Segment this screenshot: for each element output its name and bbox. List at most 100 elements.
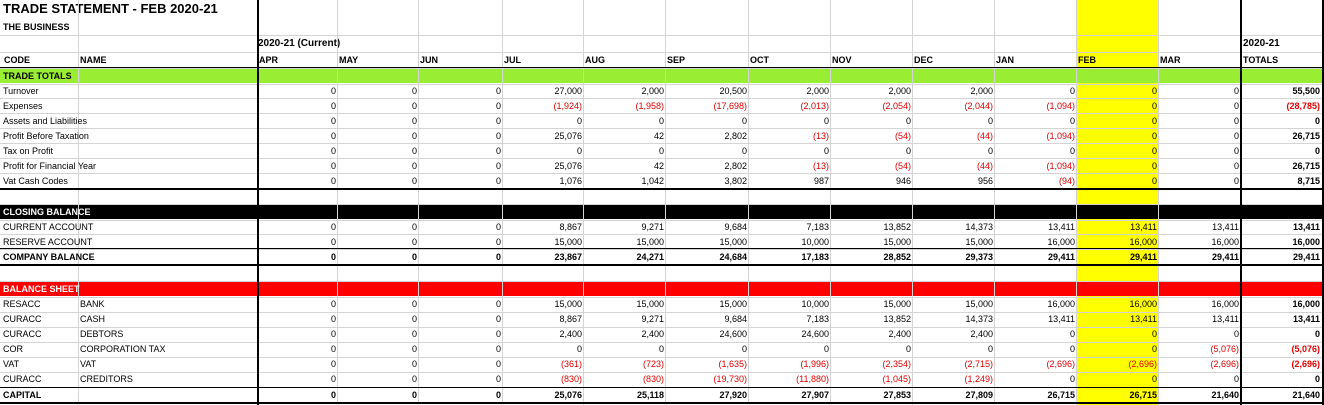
row-name: BANK <box>80 299 105 309</box>
month-header-dec: DEC <box>914 55 934 65</box>
cell-value: 42 <box>653 131 664 141</box>
cell-value: 0 <box>330 329 336 339</box>
cell-value: 2,000 <box>806 86 829 96</box>
cell-value: 0 <box>411 131 417 141</box>
cell-value: 0 <box>823 344 829 354</box>
grid-row-line <box>0 297 1324 298</box>
cell-value: 16,000 <box>1129 237 1157 247</box>
cell-value: 0 <box>411 86 417 96</box>
row-name: CREDITORS <box>80 374 133 384</box>
cell-value: 0 <box>576 116 582 126</box>
cell-value: 28,852 <box>883 252 911 262</box>
cell-value: 0 <box>411 374 417 384</box>
cell-value: 15,000 <box>883 299 911 309</box>
cell-value: 0 <box>1069 146 1075 156</box>
cell-value: 0 <box>495 344 501 354</box>
grid-row-line <box>0 68 1324 69</box>
cell-value: 0 <box>1151 344 1157 354</box>
cell-value: 15,000 <box>636 299 664 309</box>
row-total: 16,000 <box>1292 299 1320 309</box>
cell-value: (361) <box>560 359 582 369</box>
cell-value: 0 <box>741 146 747 156</box>
cell-value: 0 <box>1151 116 1157 126</box>
grid-row-line <box>0 372 1324 373</box>
cell-value: 27,853 <box>883 390 911 400</box>
grid-row-line <box>0 128 1324 129</box>
cell-value: 0 <box>495 374 501 384</box>
cell-value: (1,094) <box>1046 161 1075 171</box>
cell-value: 13,411 <box>1048 222 1075 232</box>
grid-col-line <box>502 0 503 405</box>
cell-value: 0 <box>1069 374 1075 384</box>
cell-value: (830) <box>642 374 664 384</box>
cell-value: 25,118 <box>636 390 664 400</box>
cell-value: 16,000 <box>1047 237 1075 247</box>
grid-row-line <box>0 357 1324 358</box>
grid-col-line <box>830 0 831 405</box>
cell-value: (2,354) <box>882 359 911 369</box>
month-header-feb: FEB <box>1078 55 1096 65</box>
cell-value: 0 <box>987 344 993 354</box>
cell-value: 15,000 <box>883 237 911 247</box>
cell-value: 29,411 <box>1129 252 1157 262</box>
cell-value: 25,076 <box>554 161 582 171</box>
cell-value: (17,698) <box>713 101 747 111</box>
cell-value: 20,500 <box>719 86 747 96</box>
cell-value: 0 <box>741 116 747 126</box>
cell-value: (830) <box>560 374 582 384</box>
header-code: CODE <box>4 55 31 65</box>
cell-value: 14,373 <box>965 222 993 232</box>
cell-value: 0 <box>905 116 911 126</box>
cell-value: 27,920 <box>719 390 747 400</box>
cell-value: (1,094) <box>1046 131 1075 141</box>
cell-value: 26,715 <box>1047 390 1075 400</box>
cell-value: 0 <box>330 344 336 354</box>
cell-value: (2,715) <box>964 359 993 369</box>
cell-value: 9,684 <box>724 314 747 324</box>
cell-value: 0 <box>1069 86 1075 96</box>
cell-value: 0 <box>495 161 501 171</box>
cell-value: 0 <box>987 116 993 126</box>
col-border-right <box>1322 0 1324 405</box>
trade-totals-band <box>0 69 258 83</box>
cell-value: 2,000 <box>641 86 664 96</box>
month-header-jul: JUL <box>504 55 522 65</box>
cell-value: (1,958) <box>635 101 664 111</box>
cell-value: 0 <box>330 299 336 309</box>
cell-value: (5,076) <box>1210 344 1239 354</box>
cell-value: 0 <box>330 101 336 111</box>
grid-row-line <box>0 204 1324 205</box>
cell-value: 15,000 <box>554 237 582 247</box>
row-code: CURRENT ACCOUNT <box>3 222 94 232</box>
cell-value: 15,000 <box>554 299 582 309</box>
cell-value: 2,000 <box>888 86 911 96</box>
grid-col-line <box>748 0 749 405</box>
period-label: 2020-21 (Current) <box>258 38 341 49</box>
cell-value: (1,094) <box>1046 101 1075 111</box>
cell-value: 0 <box>330 161 336 171</box>
cell-value: 0 <box>495 86 501 96</box>
cell-value: 0 <box>330 359 336 369</box>
cell-value: (2,696) <box>1128 359 1157 369</box>
cell-value: 0 <box>330 252 336 262</box>
cell-value: 29,373 <box>965 252 993 262</box>
grid-row-line <box>0 158 1324 159</box>
row-total: (5,076) <box>1291 344 1320 354</box>
cell-value: 0 <box>1151 101 1157 111</box>
cell-value: 29,411 <box>1211 252 1239 262</box>
cell-value: 0 <box>495 314 501 324</box>
cell-value: 2,802 <box>724 161 747 171</box>
cell-value: 0 <box>495 146 501 156</box>
cell-value: 0 <box>1233 131 1239 141</box>
row-code: Assets and Liabilities <box>3 116 88 126</box>
month-header-nov: NOV <box>832 55 852 65</box>
closing-bottom-border <box>0 264 1324 266</box>
cell-value: 0 <box>330 374 336 384</box>
cell-value: (13) <box>812 161 829 171</box>
cell-value: 0 <box>495 359 501 369</box>
cell-value: 0 <box>411 101 417 111</box>
col-border-left <box>257 0 259 405</box>
cell-value: 24,271 <box>636 252 664 262</box>
closing-balance-band <box>0 205 258 219</box>
